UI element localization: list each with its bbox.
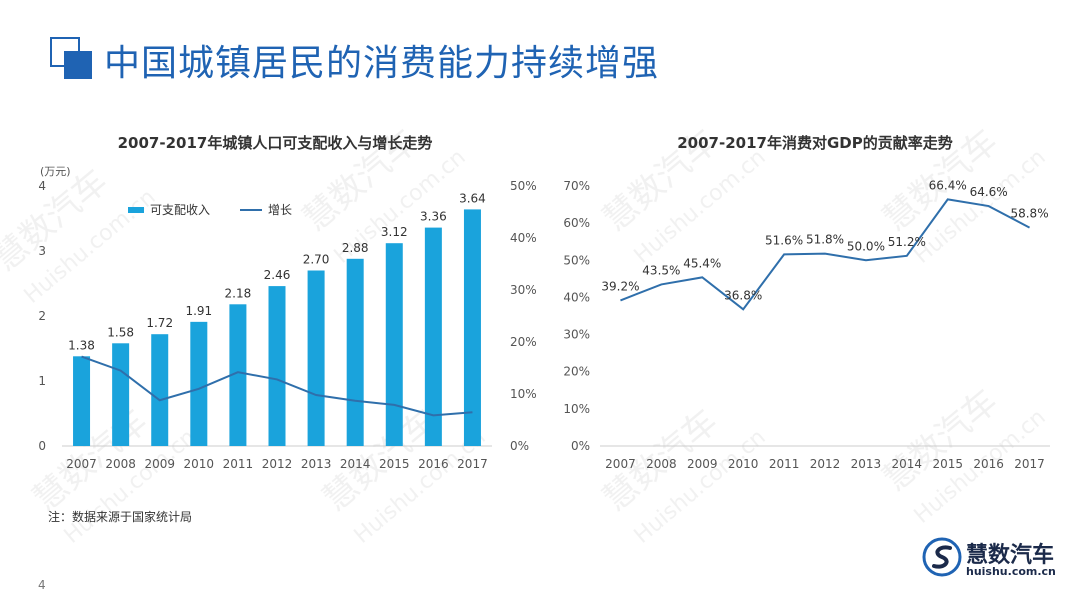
legend-bar-swatch (128, 207, 144, 213)
bar-data-label: 2.88 (342, 241, 369, 255)
bar-data-label: 3.36 (420, 210, 447, 224)
bar-data-label: 1.58 (107, 325, 134, 339)
logo-name: 慧数汽车 (966, 543, 1055, 568)
x-tick-label: 2007 (66, 457, 97, 471)
bar (385, 243, 403, 446)
x-tick-label: 2015 (379, 457, 410, 471)
x-tick-label: 2012 (262, 457, 293, 471)
brand-logo: 慧数汽车 huishu.com.cn (922, 535, 1062, 585)
growth-line (81, 355, 473, 417)
bar (229, 304, 247, 446)
y2-tick-label: 10% (510, 387, 537, 401)
bar-data-label: 2.18 (225, 286, 252, 300)
x-tick-label: 2016 (418, 457, 449, 471)
x-tick-label: 2013 (851, 457, 882, 471)
legend-line-label: 增长 (268, 203, 292, 217)
huishu-logo-icon (922, 537, 962, 577)
x-tick-label: 2011 (769, 457, 800, 471)
y-axis-unit: (万元) (40, 165, 71, 178)
x-tick-label: 2013 (301, 457, 332, 471)
bar (73, 356, 91, 446)
bar-data-label: 2.70 (303, 253, 330, 267)
bar-data-label: 1.91 (185, 304, 212, 318)
y-tick-label: 3 (38, 244, 46, 258)
x-tick-label: 2017 (1014, 457, 1045, 471)
source-note: 注：数据来源于国家统计局 (48, 510, 193, 524)
bar-data-label: 3.12 (381, 225, 408, 239)
bar (346, 258, 364, 446)
y-tick-label: 0 (38, 439, 46, 453)
y-tick-label: 2 (38, 309, 46, 323)
x-tick-label: 2010 (728, 457, 759, 471)
title-decoration-icon (50, 37, 94, 79)
y2-tick-label: 30% (510, 283, 537, 297)
slide-title: 中国城镇居民的消费能力持续增强 (104, 43, 660, 84)
x-tick-label: 2014 (892, 457, 923, 471)
point-data-label: 39.2% (601, 279, 639, 293)
bar (268, 286, 286, 446)
y-tick-label: 0% (571, 439, 590, 453)
x-tick-label: 2011 (223, 457, 254, 471)
x-tick-label: 2009 (144, 457, 175, 471)
x-tick-label: 2009 (687, 457, 718, 471)
x-tick-label: 2007 (605, 457, 636, 471)
point-data-label: 66.4% (929, 178, 967, 192)
logo-url: huishu.com.cn (966, 565, 1056, 578)
bar-data-label: 1.72 (146, 316, 173, 330)
x-tick-label: 2017 (457, 457, 488, 471)
x-tick-label: 2015 (932, 457, 963, 471)
bar (463, 209, 481, 446)
point-data-label: 51.8% (806, 233, 844, 247)
legend-bar-label: 可支配收入 (150, 203, 210, 217)
y-tick-label: 40% (563, 290, 590, 304)
x-tick-label: 2008 (105, 457, 136, 471)
y-tick-label: 30% (563, 328, 590, 342)
point-data-label: 50.0% (847, 239, 885, 253)
y-tick-label: 20% (563, 365, 590, 379)
y2-tick-label: 20% (510, 335, 537, 349)
left-chart-title: 2007-2017年城镇人口可支配收入与增长走势 (117, 134, 433, 152)
point-data-label: 51.2% (888, 235, 926, 249)
bar-data-label: 3.64 (459, 191, 486, 205)
x-tick-label: 2016 (973, 457, 1004, 471)
bar (307, 270, 325, 446)
right-chart-title: 2007-2017年消费对GDP的贡献率走势 (677, 134, 953, 152)
page-number: 4 (38, 578, 46, 592)
point-data-label: 43.5% (642, 263, 680, 277)
y-tick-label: 60% (563, 216, 590, 230)
y2-tick-label: 40% (510, 231, 537, 245)
bar (424, 227, 442, 446)
bar (190, 321, 208, 446)
y2-tick-label: 0% (510, 439, 529, 453)
x-tick-label: 2012 (810, 457, 841, 471)
bar (112, 343, 130, 446)
y-tick-label: 50% (563, 253, 590, 267)
bar (151, 334, 169, 446)
bar-data-label: 2.46 (264, 268, 291, 282)
point-data-label: 64.6% (970, 185, 1008, 199)
y-tick-label: 10% (563, 402, 590, 416)
y-tick-label: 70% (563, 179, 590, 193)
y2-tick-label: 50% (510, 179, 537, 193)
x-tick-label: 2014 (340, 457, 371, 471)
x-tick-label: 2008 (646, 457, 677, 471)
contribution-line (620, 198, 1031, 311)
point-data-label: 58.8% (1010, 207, 1048, 221)
y-tick-label: 4 (38, 179, 46, 193)
point-data-label: 36.8% (724, 288, 762, 302)
point-data-label: 51.6% (765, 233, 803, 247)
x-tick-label: 2010 (184, 457, 215, 471)
y-tick-label: 1 (38, 374, 46, 388)
point-data-label: 45.4% (683, 256, 721, 270)
bar-data-label: 1.38 (68, 338, 95, 352)
